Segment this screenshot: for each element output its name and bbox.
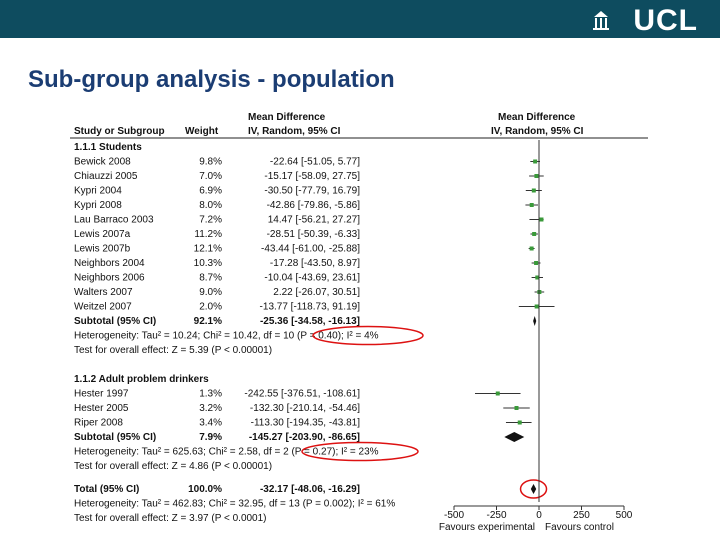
subtotal-weight: 92.1%: [194, 316, 222, 327]
x-tick-label: 0: [536, 510, 542, 521]
study-name: Chiauzzi 2005: [74, 171, 138, 182]
study-name: Lewis 2007a: [74, 229, 131, 240]
highlight-oval: [312, 325, 424, 346]
study-ci-text: -22.64 [-51.05, 5.77]: [270, 157, 360, 168]
favours-right-label: Favours control: [545, 522, 614, 533]
study-weight: 10.3%: [194, 258, 222, 269]
study-ci-text: -17.28 [-43.50, 8.97]: [270, 258, 360, 269]
study-name: Weitzel 2007: [74, 302, 132, 313]
study-ci-text: -132.30 [-210.14, -54.46]: [250, 403, 360, 414]
study-ci-text: -242.55 [-376.51, -108.61]: [244, 389, 360, 400]
group-title: 1.1.1 Students: [74, 142, 142, 153]
highlight-oval: [519, 479, 548, 499]
study-name: Hester 1997: [74, 389, 129, 400]
study-name: Neighbors 2006: [74, 273, 145, 284]
study-name: Lewis 2007b: [74, 244, 131, 255]
study-effect-marker: [534, 304, 539, 309]
subtotal-ci-text: -145.27 [-203.90, -86.65]: [249, 432, 360, 443]
study-ci-text: -30.50 [-77.79, 16.79]: [264, 186, 360, 197]
study-ci-text: -43.44 [-61.00, -25.88]: [261, 244, 360, 255]
heterogeneity-text: Heterogeneity: Tau² = 625.63; Chi² = 2.5…: [74, 447, 379, 458]
study-effect-marker: [517, 420, 522, 425]
forest-rows: 1.1.1 Students Bewick 2008 9.8% -22.64 [-51…: [74, 140, 633, 533]
x-tick-label: 500: [616, 510, 633, 521]
study-name: Walters 2007: [74, 287, 133, 298]
ucl-logo: UCL: [633, 4, 698, 37]
study-ci-text: -113.30 [-194.35, -43.81]: [251, 418, 361, 429]
study-name: Kypri 2008: [74, 200, 122, 211]
study-name: Riper 2008: [74, 418, 123, 429]
subtotal-label: Subtotal (95% CI): [74, 432, 156, 443]
subtotal-label: Subtotal (95% CI): [74, 316, 156, 327]
plot-column-header: Mean Difference: [498, 112, 576, 123]
x-tick-label: 250: [573, 510, 590, 521]
study-weight: 6.9%: [199, 186, 222, 197]
weight-column-header: Weight: [185, 126, 219, 137]
study-weight: 9.0%: [199, 287, 222, 298]
x-tick-label: -250: [486, 510, 506, 521]
overall-effect-test: Test for overall effect: Z = 4.86 (P < 0…: [74, 461, 272, 472]
total-label: Total (95% CI): [74, 484, 139, 495]
study-weight: 1.3%: [199, 389, 222, 400]
study-name: Bewick 2008: [74, 157, 131, 168]
study-effect-marker: [529, 203, 534, 207]
study-effect-marker: [531, 188, 536, 193]
study-weight: 8.7%: [199, 273, 222, 284]
study-weight: 3.2%: [199, 403, 222, 414]
study-effect-marker: [534, 174, 539, 178]
total-ci-text: -32.17 [-48.06, -16.29]: [260, 484, 360, 495]
total-heterogeneity-text: Heterogeneity: Tau² = 462.83; Chi² = 32.…: [74, 499, 395, 510]
subtotal-diamond: [504, 432, 525, 442]
study-name: Neighbors 2004: [74, 258, 145, 269]
study-weight: 11.2%: [194, 229, 222, 240]
study-ci-text: -28.51 [-50.39, -6.33]: [267, 229, 361, 240]
study-ci-text: -10.04 [-43.69, 23.61]: [264, 273, 360, 284]
md-column-header: Mean Difference: [248, 112, 326, 123]
study-ci-text: -42.86 [-79.86, -5.86]: [267, 200, 361, 211]
study-effect-marker: [534, 261, 539, 265]
study-effect-marker: [495, 391, 500, 396]
total-weight: 100.0%: [188, 484, 222, 495]
study-weight: 9.8%: [199, 157, 222, 168]
plot-column-subheader: IV, Random, 95% CI: [491, 126, 584, 137]
study-name: Lau Barraco 2003: [74, 215, 154, 226]
subtotal-diamond: [533, 316, 537, 326]
study-effect-marker: [535, 275, 540, 280]
study-ci-text: -15.17 [-58.09, 27.75]: [264, 171, 360, 182]
heterogeneity-text: Heterogeneity: Tau² = 10.24; Chi² = 10.4…: [74, 331, 379, 342]
study-weight: 7.0%: [199, 171, 222, 182]
study-ci-text: -13.77 [-118.73, 91.19]: [260, 302, 361, 313]
study-ci-text: 14.47 [-56.21, 27.27]: [268, 215, 361, 226]
study-weight: 12.1%: [194, 244, 222, 255]
total-effect-test: Test for overall effect: Z = 3.97 (P < 0…: [74, 513, 267, 524]
favours-left-label: Favours experimental: [439, 522, 535, 533]
ucl-portico-icon: [593, 11, 609, 30]
highlight-oval: [301, 441, 419, 462]
study-effect-marker: [533, 159, 538, 164]
total-diamond: [530, 484, 537, 494]
study-name: Hester 2005: [74, 403, 129, 414]
study-ci-text: 2.22 [-26.07, 30.51]: [273, 287, 360, 298]
study-effect-marker: [532, 232, 537, 236]
subtotal-weight: 7.9%: [199, 432, 222, 443]
group-title: 1.1.2 Adult problem drinkers: [74, 374, 209, 385]
study-weight: 3.4%: [199, 418, 222, 429]
study-weight: 2.0%: [199, 302, 222, 313]
study-effect-marker: [529, 246, 534, 251]
study-effect-marker: [514, 406, 519, 410]
study-name: Kypri 2004: [74, 186, 122, 197]
subtotal-ci-text: -25.36 [-34.58, -16.13]: [260, 316, 360, 327]
study-weight: 8.0%: [199, 200, 222, 211]
md-column-subheader: IV, Random, 95% CI: [248, 126, 341, 137]
overall-effect-test: Test for overall effect: Z = 5.39 (P < 0…: [74, 345, 272, 356]
study-effect-marker: [539, 217, 544, 222]
study-weight: 7.2%: [199, 215, 222, 226]
x-tick-label: -500: [444, 510, 464, 521]
study-column-header: Study or Subgroup: [74, 126, 165, 137]
slide-title: Sub-group analysis - population: [28, 66, 395, 93]
